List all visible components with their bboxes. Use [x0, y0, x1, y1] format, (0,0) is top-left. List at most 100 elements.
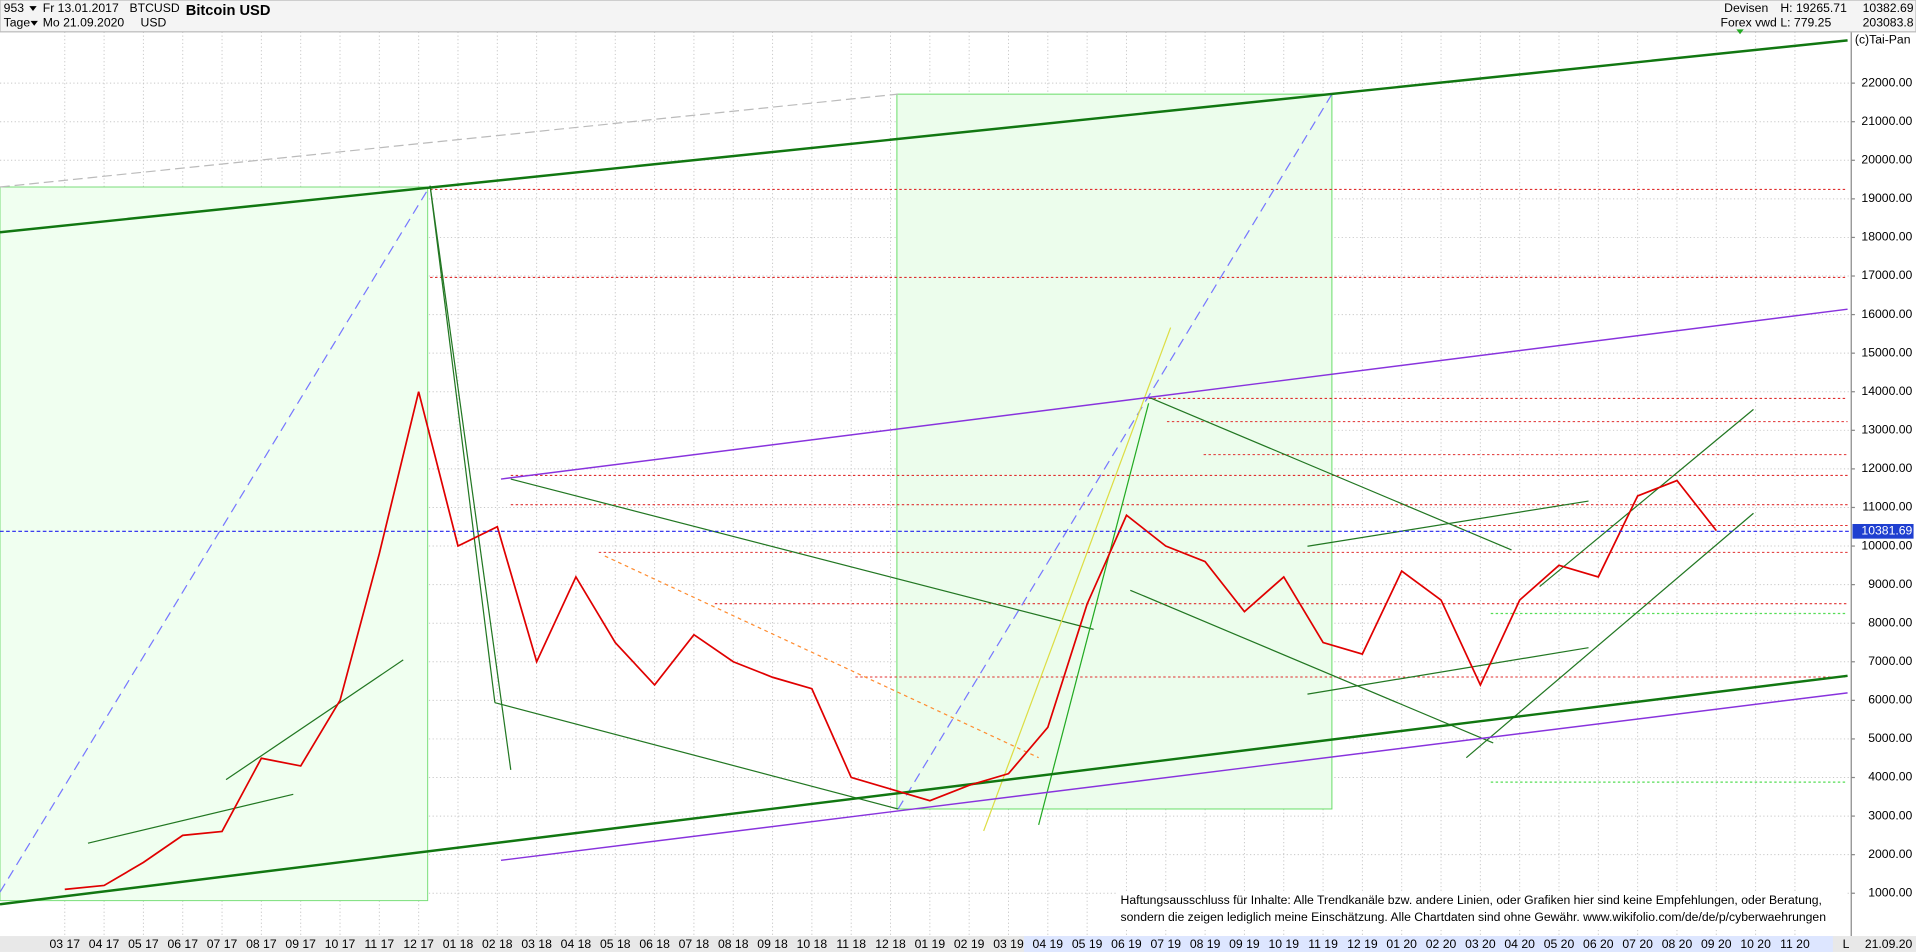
- x-tick-label: 03 18: [521, 937, 552, 951]
- footer-l: L: [1843, 937, 1850, 951]
- x-tick-label: 08 18: [718, 937, 749, 951]
- y-tick-label: 3000.00: [1868, 808, 1912, 822]
- x-tick-label: 04 20: [1504, 937, 1535, 951]
- trend: [897, 93, 1333, 810]
- x-tick-label: 07 19: [1151, 937, 1182, 951]
- x-tick-label: 10 19: [1268, 937, 1299, 951]
- x-tick-label: 12 18: [875, 937, 906, 951]
- period: Tage: [4, 15, 31, 29]
- x-tick-label: 11 18: [836, 937, 866, 951]
- high: H: 19265.71: [1780, 1, 1847, 15]
- x-tick-label: 04 18: [561, 937, 592, 951]
- trend: [604, 555, 1039, 759]
- channel: [500, 308, 1848, 480]
- bars-count: 953: [4, 1, 25, 15]
- trend: [0, 185, 431, 893]
- y-tick-label: 6000.00: [1868, 693, 1912, 707]
- trend: [1307, 500, 1589, 547]
- x-axis: 03 17 04 17 05 17 06 17 07 17 08 17 09 17 10 17…: [49, 937, 1809, 951]
- x-tick-label: 10 18: [797, 937, 828, 951]
- y-tick-label: 22000.00: [1861, 75, 1912, 89]
- trend: [983, 327, 1172, 832]
- x-tick-label: 05 17: [128, 937, 159, 951]
- x-tick-label: 06 18: [639, 937, 670, 951]
- chart-title: Bitcoin USD: [186, 3, 271, 19]
- source: Forex vwd: [1720, 15, 1776, 29]
- x-tick-label: 09 18: [757, 937, 788, 951]
- marker-icon: [1736, 29, 1744, 35]
- x-tick-label: 05 18: [600, 937, 631, 951]
- right-value: 203083.8: [1863, 15, 1914, 29]
- trend: [1148, 396, 1512, 551]
- copyright: (c)Tai-Pan: [1855, 33, 1911, 47]
- trend: [225, 659, 404, 781]
- series: [0, 391, 1852, 891]
- last-price-label: 10381.69: [1861, 524, 1912, 538]
- x-tick-label: 07 18: [679, 937, 710, 951]
- symbol: BTCUSD: [130, 1, 180, 15]
- dropdown-icon[interactable]: [30, 20, 38, 26]
- x-tick-label: 04 17: [89, 937, 120, 951]
- x-tick-label: 05 20: [1544, 937, 1575, 951]
- channel: [0, 674, 1848, 906]
- x-tick-label: 02 18: [482, 937, 513, 951]
- x-tick-label: 02 19: [954, 937, 985, 951]
- trend: [0, 93, 899, 188]
- trend: [1307, 647, 1589, 695]
- y-tick-label: 17000.00: [1861, 268, 1912, 282]
- date-to: Mo 21.09.2020: [43, 15, 125, 29]
- drawings: [0, 39, 1848, 906]
- x-tick-label: 01 20: [1386, 937, 1417, 951]
- y-tick-label: 14000.00: [1861, 384, 1912, 398]
- x-tick-label: 09 19: [1229, 937, 1260, 951]
- date-from: Fr 13.01.2017: [43, 1, 119, 15]
- y-tick-label: 15000.00: [1861, 345, 1912, 359]
- currency: USD: [141, 15, 167, 29]
- x-tick-label: 01 19: [915, 937, 946, 951]
- price-line: [64, 391, 1718, 891]
- header-bar: [0, 0, 1916, 33]
- y-tick-label: 21000.00: [1861, 114, 1912, 128]
- disclaimer-box: [1116, 892, 1848, 929]
- x-tick-label: 11 17: [365, 937, 395, 951]
- x-tick-label: 02 20: [1426, 937, 1457, 951]
- x-tick-label: 11 19: [1308, 937, 1338, 951]
- y-tick-label: 4000.00: [1868, 770, 1912, 784]
- footer-date: 21.09.20: [1865, 937, 1913, 951]
- x-tick-label: 03 17: [49, 937, 80, 951]
- x-tick-label: 01 18: [443, 937, 474, 951]
- x-tick-label: 09 17: [285, 937, 316, 951]
- trend: [429, 185, 512, 770]
- trend: [1038, 403, 1150, 826]
- low: L: 779.25: [1780, 15, 1831, 29]
- trend: [494, 702, 899, 810]
- x-tick-label: 06 19: [1111, 937, 1142, 951]
- y-tick-label: 1000.00: [1868, 885, 1912, 899]
- disclaimer: sondern die zeigen lediglich meine Einsc…: [1121, 910, 1827, 924]
- trend: [87, 793, 294, 844]
- last-price-box: [1852, 523, 1914, 539]
- y-tick-label: 20000.00: [1861, 153, 1912, 167]
- y-tick-label: 19000.00: [1861, 191, 1912, 205]
- y-tick-label: 7000.00: [1868, 654, 1912, 668]
- x-tick-label: 07 17: [207, 937, 238, 951]
- trend: [1539, 408, 1754, 588]
- y-tick-label: 18000.00: [1861, 230, 1912, 244]
- market: Devisen: [1724, 1, 1768, 15]
- x-tick-label: 07 20: [1622, 937, 1653, 951]
- x-tick-label: 06 17: [167, 937, 198, 951]
- dropdown-icon[interactable]: [29, 6, 37, 12]
- x-axis-highlight: [1023, 936, 1833, 952]
- right-value: 10382.69: [1863, 1, 1914, 15]
- x-tick-label: 10 20: [1740, 937, 1771, 951]
- y-tick-label: 5000.00: [1868, 731, 1912, 745]
- x-tick-label: 04 19: [1033, 937, 1064, 951]
- x-tick-label: 08 17: [246, 937, 277, 951]
- x-tick-label: 05 19: [1072, 937, 1103, 951]
- trend: [1130, 589, 1494, 744]
- x-tick-label: 12 19: [1347, 937, 1378, 951]
- y-tick-label: 2000.00: [1868, 847, 1912, 861]
- y-axis: 1000.00 2000.00 3000.00 4000.00 5000.00 6000.…: [1851, 75, 1914, 899]
- x-tick-label: 08 19: [1190, 937, 1221, 951]
